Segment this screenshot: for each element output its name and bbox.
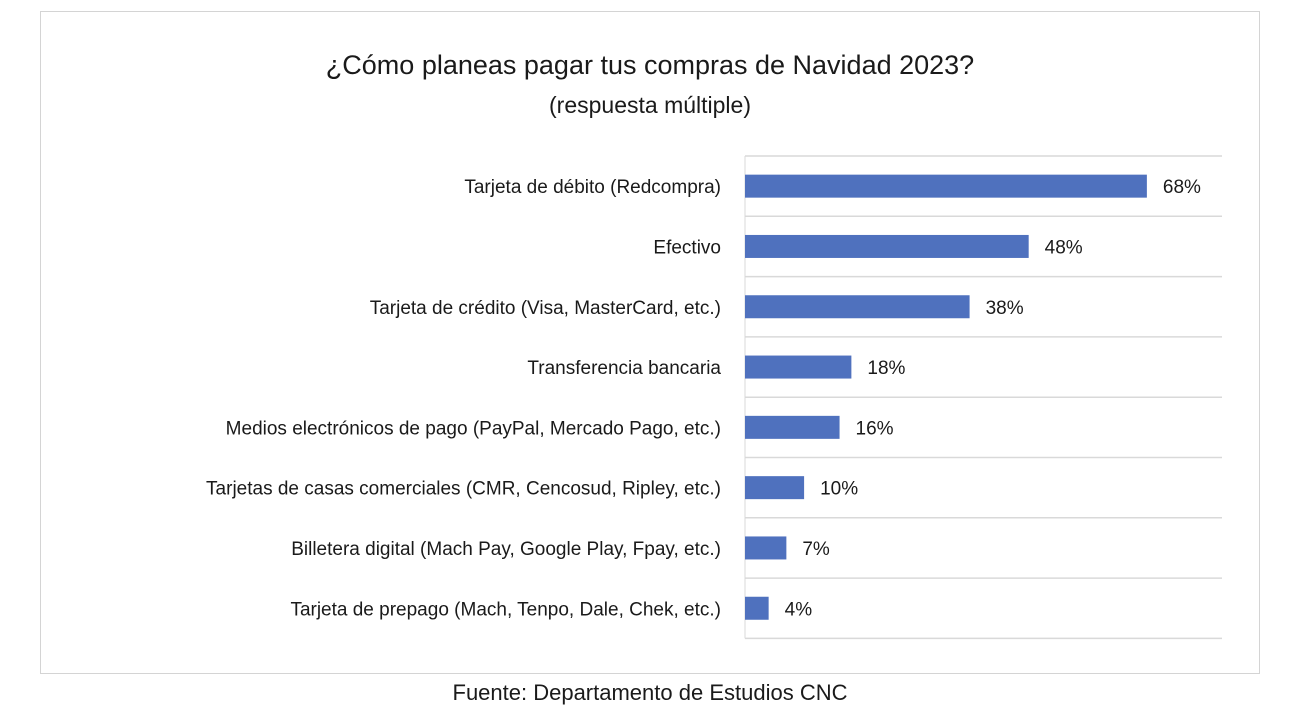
- chart-title: ¿Cómo planeas pagar tus compras de Navid…: [325, 50, 975, 80]
- bar: [745, 174, 1147, 198]
- category-label: Tarjetas de casas comerciales (CMR, Cenc…: [206, 479, 721, 500]
- data-label: 68%: [1163, 177, 1201, 198]
- source-note: Fuente: Departamento de Estudios CNC: [452, 680, 848, 705]
- category-label: Tarjeta de prepago (Mach, Tenpo, Dale, C…: [290, 599, 721, 620]
- data-label: 48%: [1045, 237, 1083, 258]
- chart-subtitle: (respuesta múltiple): [549, 92, 751, 118]
- category-label: Transferencia bancaria: [527, 358, 721, 379]
- bar: [745, 596, 769, 620]
- bar: [745, 415, 840, 439]
- bar: [745, 536, 787, 560]
- category-label: Billetera digital (Mach Pay, Google Play…: [291, 539, 721, 560]
- category-label: Tarjeta de crédito (Visa, MasterCard, et…: [370, 298, 721, 319]
- bar: [745, 476, 805, 500]
- data-label: 38%: [986, 298, 1024, 319]
- bar: [745, 234, 1029, 258]
- category-label: Medios electrónicos de pago (PayPal, Mer…: [226, 418, 721, 439]
- data-label: 10%: [820, 479, 858, 500]
- data-label: 7%: [802, 539, 830, 560]
- data-label: 16%: [856, 418, 894, 439]
- bar: [745, 295, 970, 319]
- category-label: Tarjeta de débito (Redcompra): [464, 177, 721, 198]
- category-label: Efectivo: [653, 237, 721, 258]
- data-label: 4%: [785, 599, 813, 620]
- data-label: 18%: [867, 358, 905, 379]
- chart-frame: ¿Cómo planeas pagar tus compras de Navid…: [40, 11, 1260, 674]
- bar: [745, 355, 852, 379]
